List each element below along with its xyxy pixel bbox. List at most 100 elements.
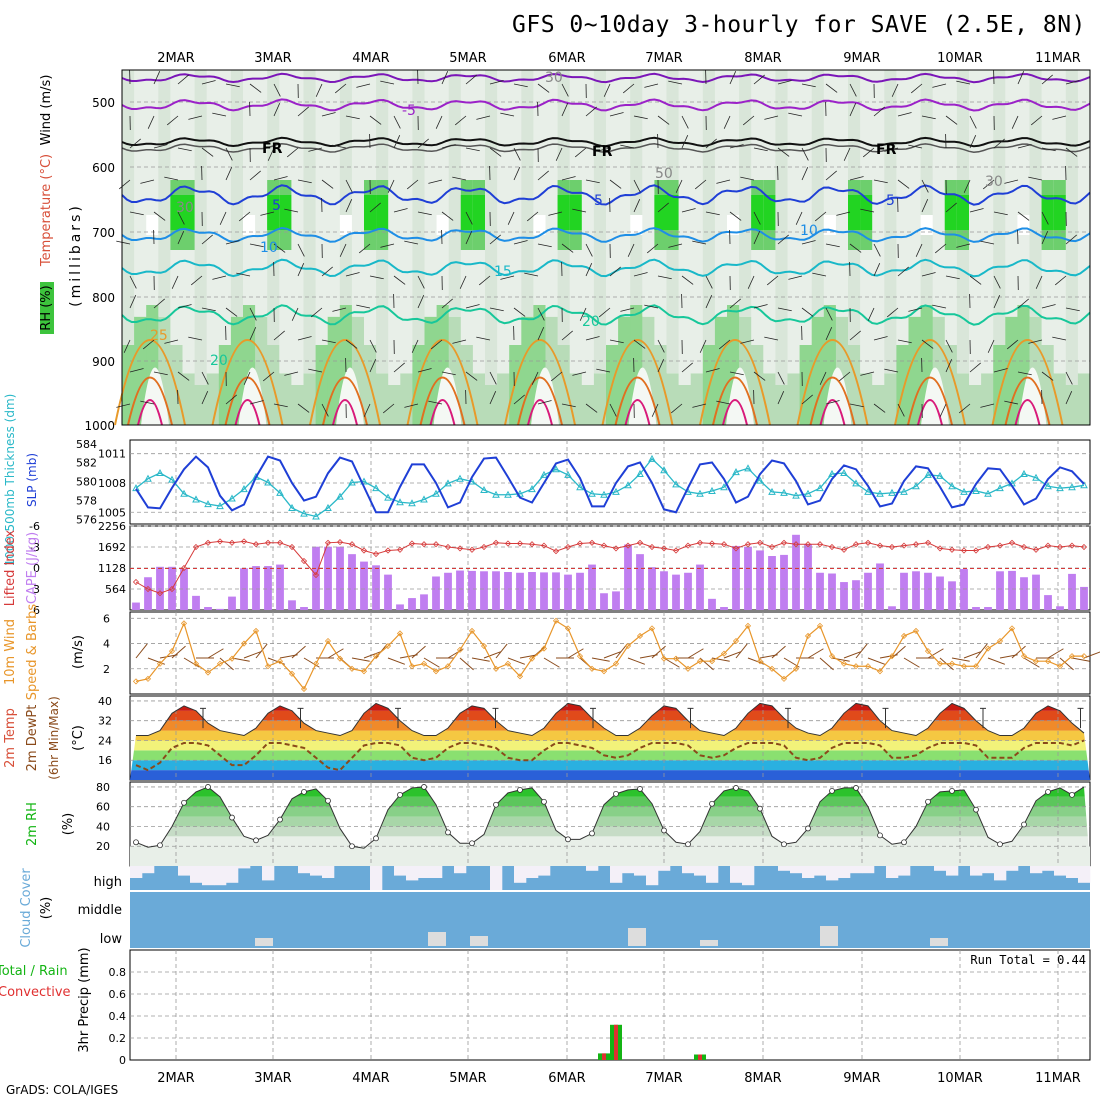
wind-barb [537, 83, 550, 93]
rh2m-point [853, 785, 859, 791]
rh-mid-core [472, 195, 486, 230]
wind-barb [908, 144, 923, 149]
wind-barb [507, 211, 515, 225]
wind10-point [576, 653, 584, 660]
cape-bar [348, 554, 356, 610]
cloud-units-label: (%) [39, 897, 54, 920]
thickness-point [600, 490, 608, 498]
li-point [744, 541, 752, 548]
wind-barb [910, 83, 923, 94]
thickness-point [1020, 469, 1028, 477]
upper-wind-barbs [116, 69, 1080, 419]
wind-barb [633, 199, 641, 213]
thickness-point [996, 484, 1004, 492]
wind-barb [849, 83, 857, 97]
temp-contour-25 [894, 339, 966, 426]
rh-upper-band [811, 70, 825, 317]
cape-bar [1068, 573, 1076, 610]
rh-upper-band [122, 70, 135, 345]
wind-barb [123, 339, 131, 353]
rh-upper-band [799, 70, 813, 345]
wind-barb [561, 403, 576, 408]
contour-label: 30 [176, 200, 194, 216]
rh-upper-band [993, 70, 1006, 345]
wind-barb [452, 339, 467, 344]
temp2m-axis-label: 2m Temp [3, 708, 18, 768]
cloud-high-clear [706, 866, 719, 883]
cape-bar [564, 574, 572, 610]
wind10-barb [987, 657, 1006, 665]
rh2m-axis-label: 2m RH [25, 802, 40, 846]
thickness-point [456, 474, 464, 482]
temp-contour-freezing [121, 136, 1091, 148]
wind-barb [1017, 71, 1025, 85]
temp-contour-25 [991, 339, 1064, 426]
date-label-top: 6MAR [548, 51, 585, 66]
li-point [480, 543, 488, 551]
thickness-point [612, 487, 620, 495]
wind10-barb [447, 648, 464, 659]
wind10-point [204, 669, 212, 676]
rh-mid-core [763, 195, 776, 230]
cloud-high-clear [898, 866, 911, 876]
wind10-point [1032, 658, 1040, 665]
wind10-point [720, 650, 728, 657]
wind-barb [825, 400, 840, 405]
rh-upper-band [739, 70, 752, 317]
li-point [168, 585, 176, 593]
pressure-tick: 700 [92, 226, 115, 240]
cape-bar [468, 570, 476, 610]
wind-barb [273, 243, 286, 253]
thickness-point [492, 490, 500, 498]
wind-barb [921, 272, 936, 277]
wind-barb [321, 112, 336, 117]
wind-barb [142, 339, 155, 350]
cape-bar [216, 608, 224, 610]
wind10-point [804, 632, 812, 640]
wind-barb [945, 359, 953, 373]
cape-bar [648, 567, 656, 610]
wind-barb [681, 135, 689, 149]
rh-low-band [194, 385, 208, 425]
wind10-point [852, 663, 860, 670]
rh-mid-core [182, 195, 196, 230]
wind-barb [849, 103, 857, 117]
rh-low-band [182, 373, 196, 425]
li-point [804, 541, 812, 548]
date-label-bottom: 10MAR [937, 1071, 983, 1086]
cloud-high-clear [178, 866, 191, 876]
wind-barb [1065, 147, 1078, 157]
rh-upper-band [1005, 70, 1018, 317]
wind-barb [980, 240, 995, 245]
wind-barb [764, 336, 779, 341]
wind10-point [348, 665, 356, 672]
wind-barb [921, 199, 929, 213]
thickness-point [372, 484, 380, 492]
cape-bar [1020, 577, 1028, 610]
contour-label: 10 [800, 223, 818, 239]
cape-bar [984, 607, 992, 610]
rh-upper-band [218, 70, 232, 345]
wind10-barb [507, 657, 526, 665]
rh2m-point [1069, 791, 1075, 798]
wind10-barb [1059, 657, 1074, 671]
cape-tick: 2256 [98, 520, 126, 533]
rh2m-point [349, 843, 355, 850]
wind-barb [249, 400, 264, 405]
upper-frame [121, 69, 1091, 426]
temp-band [130, 696, 1090, 701]
cape-bar [804, 544, 812, 610]
li-point [468, 546, 476, 553]
wind-barb [574, 147, 587, 158]
rh-upper-band [606, 70, 619, 345]
cape-bar [444, 572, 452, 610]
rh-mid-core [956, 195, 970, 230]
wind-barb [387, 179, 395, 193]
rh-upper-band [146, 70, 159, 305]
wind-barb [380, 243, 395, 248]
thickness-point [156, 468, 164, 477]
wind10-axis-label-2: Speed & Barbs [25, 604, 40, 701]
wind-barb [500, 112, 515, 117]
wind10-point [936, 660, 944, 667]
rh-upper-band [158, 70, 171, 317]
